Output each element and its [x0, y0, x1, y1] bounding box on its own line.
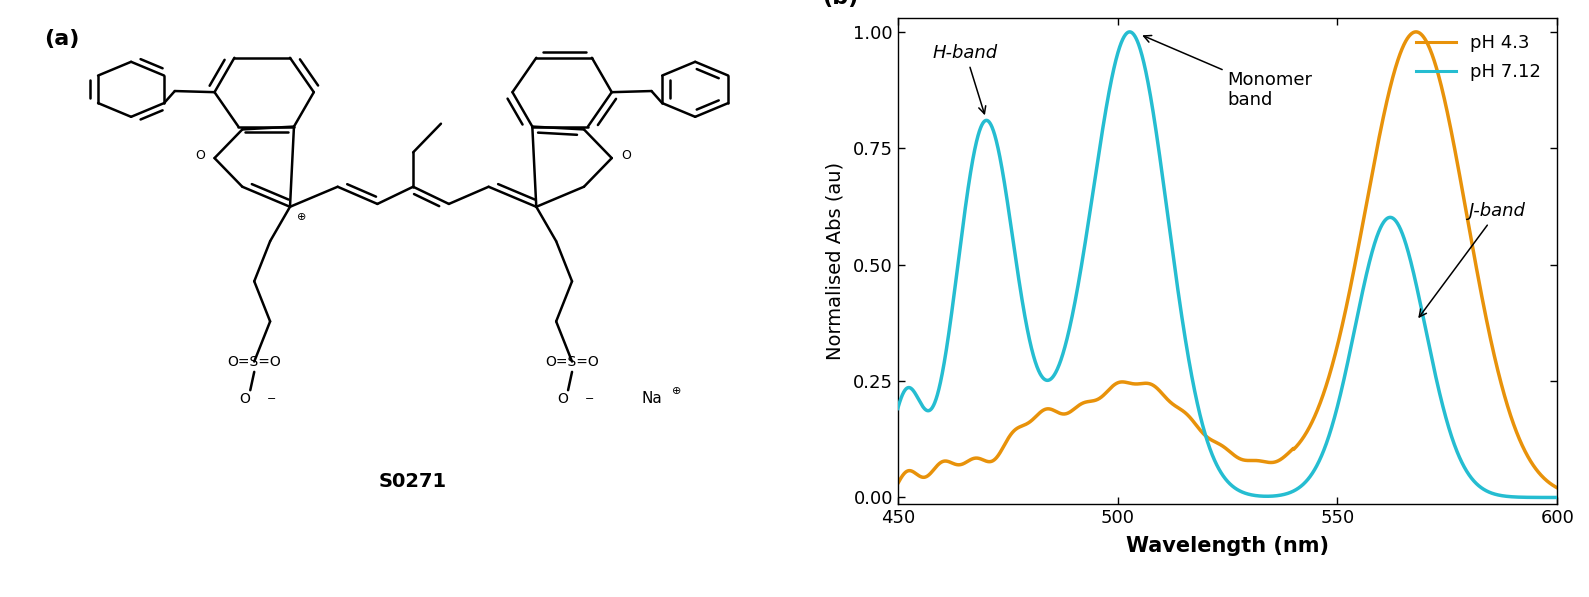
Text: Na: Na: [640, 391, 663, 407]
Text: O: O: [558, 392, 567, 406]
Text: −: −: [585, 394, 594, 404]
Text: Monomer
band: Monomer band: [1144, 35, 1313, 109]
Text: H-band: H-band: [933, 44, 998, 114]
Text: O: O: [195, 149, 205, 162]
Text: J-band: J-band: [1419, 202, 1525, 317]
Text: (b): (b): [822, 0, 858, 8]
Text: ⊕: ⊕: [672, 386, 682, 396]
Legend: pH 4.3, pH 7.12: pH 4.3, pH 7.12: [1409, 27, 1548, 88]
Y-axis label: Normalised Abs (au): Normalised Abs (au): [826, 162, 845, 360]
Text: O: O: [621, 149, 631, 162]
Text: ⊕: ⊕: [297, 212, 307, 222]
X-axis label: Wavelength (nm): Wavelength (nm): [1127, 536, 1328, 556]
Text: O=S=O: O=S=O: [227, 355, 281, 368]
Text: S0271: S0271: [380, 472, 447, 491]
Text: (a): (a): [44, 29, 79, 49]
Text: O=S=O: O=S=O: [545, 355, 599, 368]
Text: −: −: [267, 394, 276, 404]
Text: O: O: [240, 392, 249, 406]
